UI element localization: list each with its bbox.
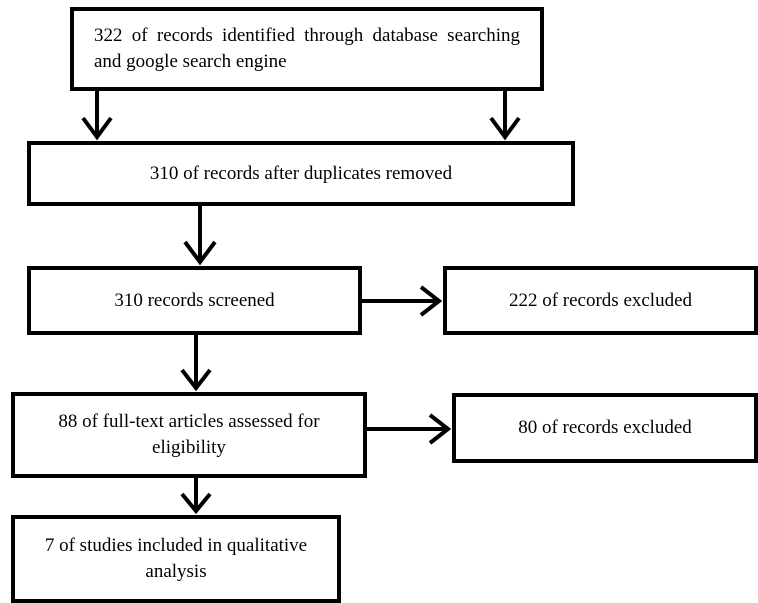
studies-included-box: 7 of studies included in qualitative ana…: [11, 515, 341, 603]
arrow-identified-to-duplicates-left: [81, 91, 113, 141]
fulltext-excluded-text: 80 of records excluded: [518, 417, 692, 438]
duplicates-removed-text: 310 of records after duplicates removed: [149, 162, 453, 184]
arrow-fulltext-to-excluded: [367, 413, 452, 445]
screened-excluded-box: 222 of records excluded: [443, 266, 758, 335]
studies-included-text: 7 of studies included in qualitative ana…: [44, 535, 308, 582]
arrow-screened-to-fulltext: [180, 335, 212, 392]
fulltext-assessed-box: 88 of full-text articles assessed for el…: [11, 392, 367, 478]
arrow-screened-to-excluded: [362, 285, 443, 317]
arrow-identified-to-duplicates-right: [489, 91, 521, 141]
fulltext-excluded-box: 80 of records excluded: [452, 393, 758, 463]
fulltext-assessed-text: 88 of full-text articles assessed for el…: [58, 411, 320, 458]
records-identified-box: 322 of records identified through databa…: [70, 7, 544, 91]
arrow-fulltext-to-included: [180, 478, 212, 515]
records-identified-text: 322 of records identified through databa…: [94, 25, 520, 72]
records-screened-text: 310 records screened: [114, 289, 275, 311]
records-screened-box: 310 records screened: [27, 266, 362, 335]
arrow-duplicates-to-screened: [183, 206, 217, 266]
screened-excluded-text: 222 of records excluded: [508, 289, 693, 311]
duplicates-removed-box: 310 of records after duplicates removed: [27, 141, 575, 206]
